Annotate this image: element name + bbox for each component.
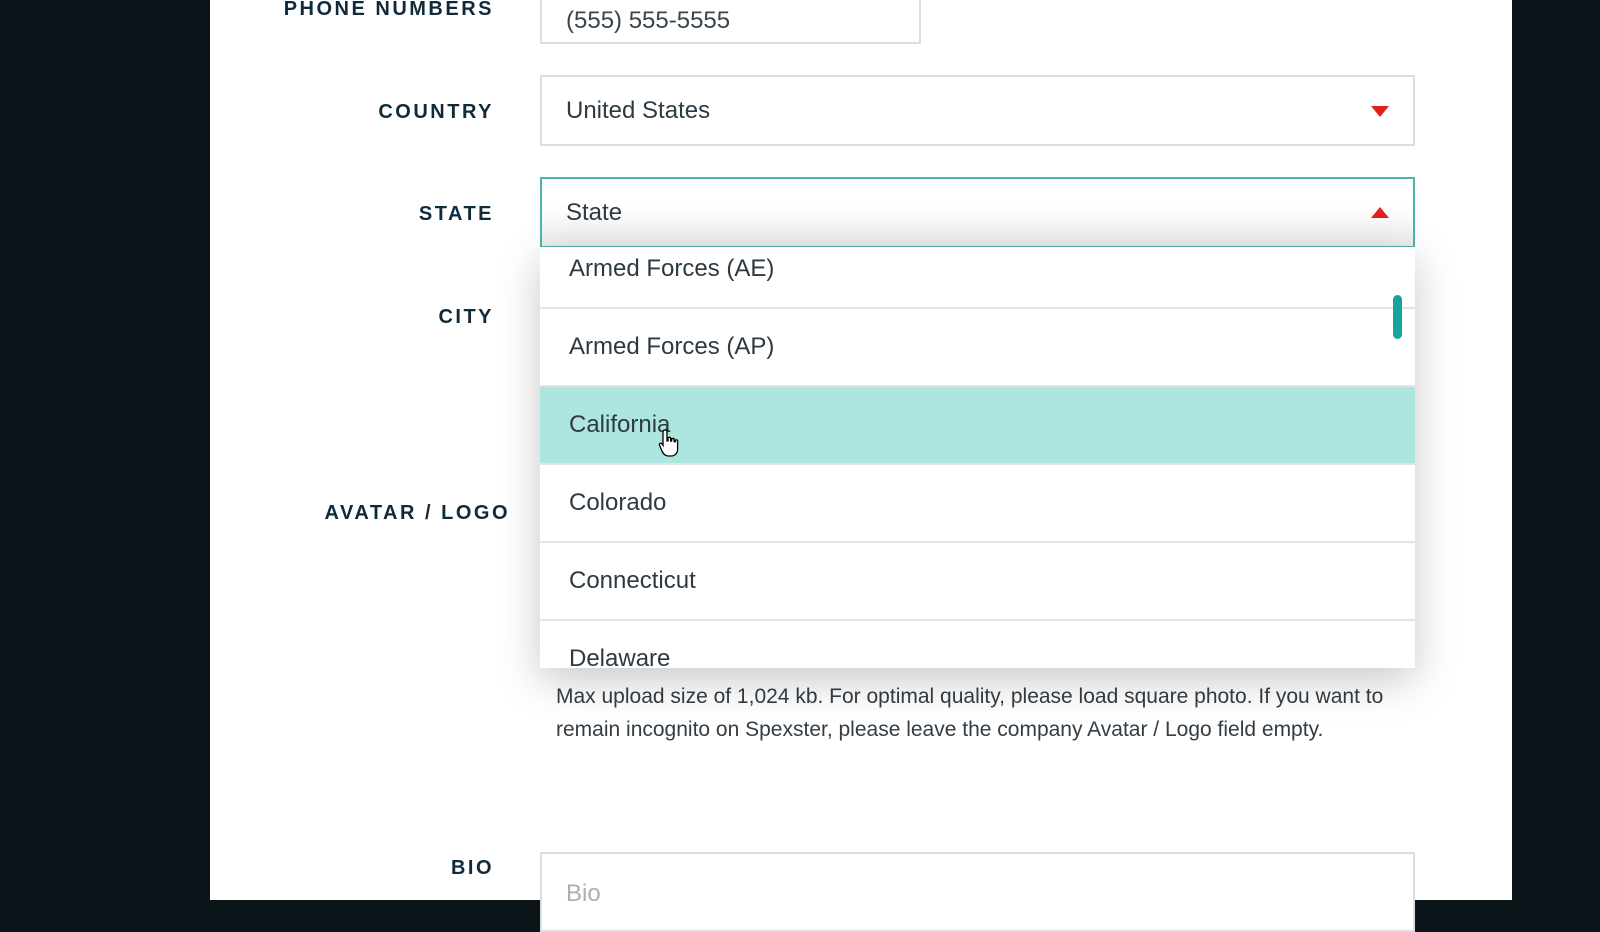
option-label: Armed Forces (AP) — [569, 333, 775, 360]
bio-placeholder: Bio — [566, 880, 601, 907]
country-value: United States — [566, 96, 711, 124]
country-select[interactable]: United States — [540, 75, 1415, 146]
hand-cursor-icon — [658, 429, 679, 457]
chevron-down-icon — [1371, 105, 1389, 117]
dropdown-scrollbar[interactable] — [1393, 295, 1402, 339]
option-label: California — [569, 411, 671, 438]
phone-input[interactable]: (555) 555-5555 — [540, 0, 921, 44]
phone-value: (555) 555-5555 — [566, 7, 731, 34]
state-dropdown-list: Armed Forces (AE) Armed Forces (AP) Cali… — [540, 247, 1415, 668]
state-label: STATE — [418, 203, 494, 225]
state-option[interactable]: Delaware — [540, 621, 1415, 668]
state-option[interactable]: Armed Forces (AE) — [540, 247, 1415, 309]
state-option[interactable]: Armed Forces (AP) — [540, 309, 1415, 387]
avatar-help-text: Max upload size of 1,024 kb. For optimal… — [556, 685, 1384, 741]
state-select[interactable]: State — [540, 177, 1415, 248]
bio-input[interactable]: Bio — [540, 852, 1415, 932]
city-label: CITY — [438, 306, 494, 328]
state-option[interactable]: Connecticut — [540, 543, 1415, 621]
phone-label: PHONE NUMBERS — [283, 0, 494, 20]
state-option[interactable]: Colorado — [540, 465, 1415, 543]
option-label: Armed Forces (AE) — [569, 255, 775, 282]
option-label: Colorado — [569, 489, 667, 516]
option-label: Delaware — [569, 645, 671, 668]
bio-label: BIO — [450, 857, 494, 879]
option-label: Connecticut — [569, 567, 696, 594]
state-placeholder: State — [566, 198, 623, 226]
country-label: COUNTRY — [378, 101, 494, 123]
avatar-label: AVATAR / LOGO — [324, 502, 510, 524]
state-option-highlighted[interactable]: California — [540, 387, 1415, 465]
chevron-up-icon — [1371, 206, 1389, 218]
